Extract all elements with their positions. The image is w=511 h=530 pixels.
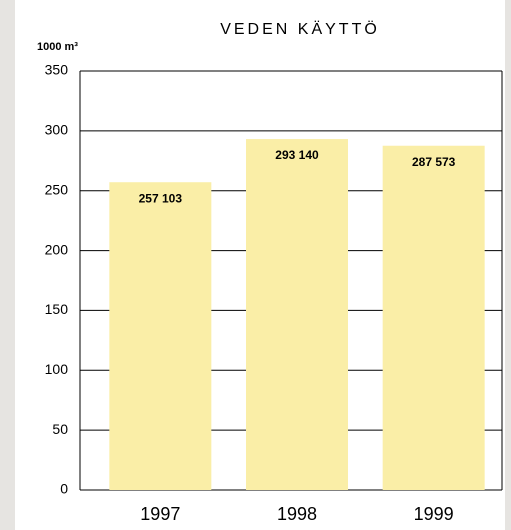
bar	[246, 139, 348, 490]
bar	[382, 145, 485, 490]
chart-title: VEDEN KÄYTTÖ	[220, 20, 380, 38]
x-tick-label: 1997	[140, 504, 180, 524]
y-tick-label: 300	[45, 122, 69, 138]
bar	[109, 182, 212, 490]
y-tick-label: 150	[45, 301, 69, 317]
x-tick-label: 1999	[414, 504, 454, 524]
y-tick-label: 50	[52, 421, 68, 437]
y-tick-label: 100	[45, 361, 69, 377]
x-tick-label: 1998	[277, 504, 317, 524]
y-tick-label: 250	[45, 181, 69, 197]
y-tick-label: 200	[45, 241, 69, 257]
y-tick-label: 0	[60, 481, 68, 497]
y-tick-label: 350	[45, 62, 69, 78]
value-label: 257 103	[139, 191, 183, 205]
value-label: 293 140	[275, 148, 319, 162]
value-label: 287 573	[412, 155, 456, 169]
y-axis-label: 1000 m³	[37, 41, 78, 53]
